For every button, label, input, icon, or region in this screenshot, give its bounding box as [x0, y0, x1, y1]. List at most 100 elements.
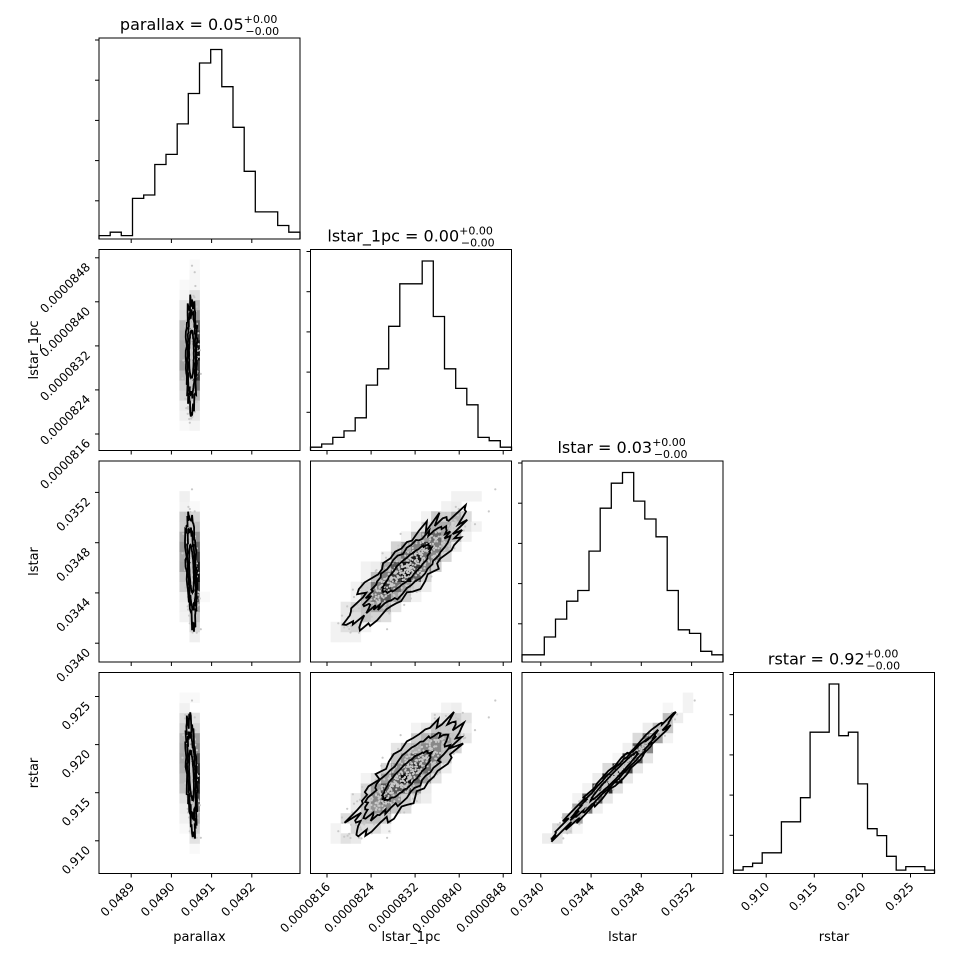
sample-point	[693, 699, 696, 702]
sample-point	[414, 564, 417, 567]
sample-point	[377, 595, 380, 598]
sample-point	[188, 830, 191, 833]
x-tick-label: 0.0489	[98, 880, 138, 920]
density-cell	[189, 289, 200, 301]
sample-point	[390, 576, 393, 579]
density-cell	[461, 511, 472, 522]
sample-point	[346, 834, 349, 837]
density-cell	[179, 692, 190, 704]
sample-point	[494, 699, 497, 702]
sample-point	[611, 777, 614, 781]
sample-point	[337, 622, 340, 625]
y-tick-label: 0.910	[59, 843, 93, 877]
title-plus: +0.00	[459, 225, 493, 238]
sample-point	[349, 631, 352, 634]
y-tick-label: 0.925	[59, 699, 93, 733]
sample-point	[188, 507, 191, 511]
sample-point	[419, 768, 422, 771]
sample-point	[370, 803, 373, 807]
sample-point	[454, 716, 457, 719]
sample-point	[388, 611, 391, 614]
sample-point	[190, 365, 193, 368]
sample-point	[409, 597, 412, 600]
density-cell	[602, 762, 613, 774]
sample-point	[346, 625, 349, 628]
sample-point	[649, 734, 652, 737]
sample-point	[386, 628, 389, 631]
sample-point	[351, 588, 354, 591]
sample-point	[403, 785, 406, 788]
density-cell	[400, 762, 412, 774]
sample-point	[430, 534, 433, 537]
contours-parallax-vs-lstar	[184, 511, 199, 632]
sample-point	[399, 532, 402, 536]
sample-point	[423, 564, 426, 567]
density-cell	[179, 339, 190, 351]
x-tick-label: 0.0344	[558, 880, 598, 920]
sample-point	[640, 747, 643, 750]
sample-point	[452, 752, 455, 755]
sample-point	[419, 555, 422, 558]
sample-point	[370, 615, 373, 618]
sample-point	[442, 543, 445, 546]
density-cell	[441, 541, 452, 552]
density-cell	[390, 581, 402, 593]
sample-point	[494, 488, 497, 491]
title-plus: +0.00	[865, 648, 899, 661]
sample-point	[461, 711, 464, 714]
sample-point	[435, 546, 438, 550]
sample-point	[182, 359, 185, 362]
sample-point	[442, 748, 445, 751]
sample-point	[391, 583, 394, 586]
sample-point	[364, 589, 367, 592]
x-axis-label-lstar_1pc: lstar_1pc	[382, 930, 441, 945]
density-cell	[411, 752, 422, 764]
sample-point	[464, 525, 467, 528]
sample-point	[433, 540, 436, 543]
x-tick-label: 0.920	[834, 880, 868, 914]
sample-point	[193, 271, 196, 274]
sample-point	[374, 593, 377, 596]
sample-point	[425, 744, 428, 748]
sample-point	[428, 733, 431, 736]
sample-point	[404, 758, 407, 761]
density-cell	[441, 742, 452, 754]
sample-point	[398, 773, 401, 776]
sample-point	[190, 350, 193, 354]
histogram-lstar_1pc	[309, 260, 513, 451]
sample-point	[387, 581, 390, 584]
sample-point	[393, 576, 396, 579]
sample-point	[442, 762, 445, 765]
sample-point	[449, 525, 453, 528]
density-cell	[411, 541, 422, 552]
sample-point	[374, 778, 377, 781]
sample-point	[184, 522, 187, 525]
density-cell	[360, 561, 372, 572]
sample-point	[419, 573, 422, 576]
sample-point	[453, 523, 456, 526]
sample-point	[376, 802, 379, 805]
sample-point	[193, 296, 196, 299]
x-axis-label-parallax: parallax	[173, 930, 226, 945]
sample-point	[444, 512, 447, 515]
density-cell	[572, 823, 583, 834]
contour-level-3	[184, 294, 199, 417]
density-cell	[360, 571, 372, 582]
sample-point	[187, 608, 190, 611]
sample-point	[411, 546, 414, 550]
sample-point	[187, 505, 190, 508]
contour-level-2	[186, 526, 197, 611]
sample-point	[401, 786, 404, 789]
sample-point	[349, 625, 353, 628]
x-tick-label: 0.0490	[138, 880, 178, 920]
sample-point	[366, 586, 369, 589]
density-cell	[340, 813, 352, 824]
sample-point	[191, 415, 194, 418]
sample-point	[385, 792, 388, 795]
tick-and-label-layer: parallax = 0.05+0.00 −0.000.00008160.0000…	[27, 13, 917, 945]
sample-point	[435, 552, 439, 556]
sample-point	[190, 379, 193, 382]
sample-point	[379, 792, 382, 796]
sample-point	[395, 579, 399, 582]
sample-point	[199, 628, 202, 631]
